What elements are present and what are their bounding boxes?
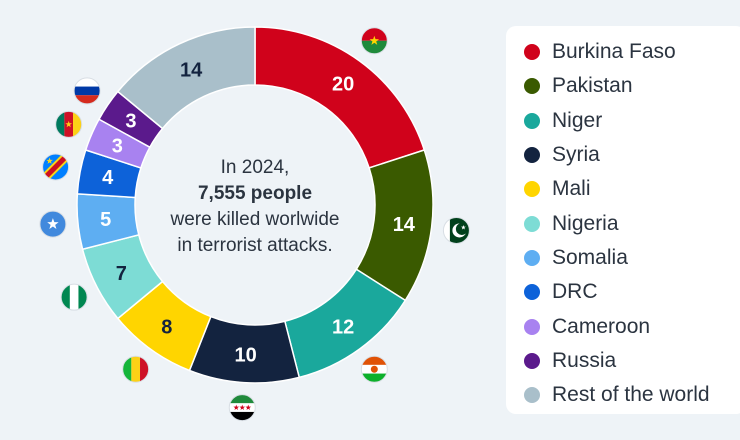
syria-flag-icon <box>229 394 256 421</box>
legend-swatch <box>524 249 540 266</box>
legend-item-russia: Russia <box>524 344 740 378</box>
nigeria-flag-icon-ring <box>60 283 88 311</box>
pakistan-flag-icon-ring <box>442 216 470 244</box>
niger-flag-icon-ring <box>360 355 388 383</box>
legend-label: Syria <box>552 143 600 167</box>
legend-swatch <box>524 387 540 404</box>
legend-item-nigeria: Nigeria <box>524 206 740 240</box>
legend-swatch <box>524 181 540 198</box>
legend-label: Niger <box>552 108 603 132</box>
niger-flag-icon <box>361 356 388 383</box>
legend-item-mali: Mali <box>524 172 740 206</box>
russia-flag-icon <box>74 77 101 104</box>
legend-swatch <box>524 284 540 301</box>
syria-flag-icon-ring <box>228 394 256 422</box>
data-label-cameroon: 3 <box>112 135 123 157</box>
legend-swatch <box>524 78 540 95</box>
legend-item-rest-of-the-world: Rest of the world <box>524 378 740 412</box>
legend-item-somalia: Somalia <box>524 241 740 275</box>
center-line-2: 7,555 people <box>197 183 313 204</box>
legend-label: Pakistan <box>552 74 633 98</box>
legend-label: Nigeria <box>552 211 619 235</box>
center-line-4: in terrorist attacks. <box>177 235 333 256</box>
burkina-faso-flag-icon-ring <box>360 27 388 55</box>
data-label-russia: 3 <box>125 111 136 133</box>
data-label-syria: 10 <box>234 345 256 367</box>
legend-item-syria: Syria <box>524 138 740 172</box>
data-label-drc: 4 <box>102 167 114 189</box>
legend-label: Russia <box>552 348 617 372</box>
legend-swatch <box>524 44 540 61</box>
legend-label: Mali <box>552 177 591 201</box>
data-label-rest-of-the-world: 14 <box>180 59 203 81</box>
somalia-flag-icon <box>39 211 66 238</box>
data-label-nigeria: 7 <box>116 263 127 285</box>
legend-item-niger: Niger <box>524 104 740 138</box>
data-label-somalia: 5 <box>100 209 111 231</box>
legend-swatch <box>524 352 540 369</box>
legend-item-burkina-faso: Burkina Faso <box>524 35 740 69</box>
legend-item-drc: DRC <box>524 275 740 309</box>
cameroon-flag-icon <box>55 111 82 138</box>
center-annotation: In 2024, 7,555 people were killed worlwi… <box>145 155 365 259</box>
legend-item-cameroon: Cameroon <box>524 309 740 343</box>
legend-item-pakistan: Pakistan <box>524 69 740 103</box>
legend-swatch <box>524 147 540 164</box>
cameroon-flag-icon-ring <box>55 110 83 138</box>
somalia-flag-icon-ring <box>39 210 67 238</box>
legend-label: Rest of the world <box>552 383 710 407</box>
drc-flag-icon-ring <box>42 153 70 181</box>
legend-swatch <box>524 318 540 335</box>
mali-flag-icon-ring <box>122 355 150 383</box>
slice-rest-of-the-world <box>116 26 256 130</box>
nigeria-flag-icon <box>61 284 88 311</box>
mali-flag-icon <box>122 356 149 383</box>
legend-label: DRC <box>552 280 598 304</box>
legend: Burkina Faso Pakistan Niger Syria Mali Nigeri… <box>506 26 740 414</box>
legend-swatch <box>524 215 540 232</box>
slice-burkina-faso <box>254 26 426 169</box>
center-line-3: were killed worlwide <box>170 209 340 230</box>
data-label-niger: 12 <box>332 316 354 338</box>
data-label-mali: 8 <box>161 316 172 338</box>
legend-label: Burkina Faso <box>552 40 676 64</box>
data-label-burkina-faso: 20 <box>332 74 354 96</box>
russia-flag-icon-ring <box>73 77 101 105</box>
legend-label: Cameroon <box>552 314 651 338</box>
legend-label: Somalia <box>552 245 628 269</box>
data-label-pakistan: 14 <box>393 214 416 236</box>
drc-flag-icon <box>42 153 69 180</box>
burkina-faso-flag-icon <box>361 27 388 54</box>
pakistan-flag-icon <box>443 217 470 244</box>
center-line-1: In 2024, <box>220 157 290 178</box>
legend-swatch <box>524 112 540 129</box>
